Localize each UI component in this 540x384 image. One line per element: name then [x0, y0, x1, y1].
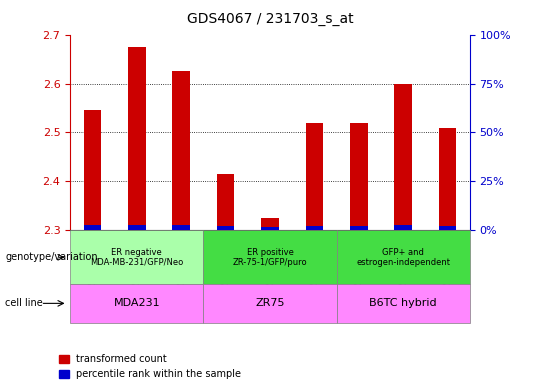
- Bar: [306, 225, 323, 230]
- Text: ER positive
ZR-75-1/GFP/puro: ER positive ZR-75-1/GFP/puro: [233, 248, 307, 267]
- Bar: [438, 127, 456, 230]
- Bar: [172, 225, 190, 230]
- Bar: [217, 225, 234, 230]
- Bar: [128, 47, 146, 230]
- Bar: [394, 225, 412, 230]
- Bar: [261, 218, 279, 230]
- Bar: [306, 123, 323, 230]
- Bar: [172, 71, 190, 230]
- Text: cell line: cell line: [5, 298, 43, 308]
- Bar: [350, 123, 368, 230]
- Bar: [217, 174, 234, 230]
- Bar: [84, 111, 102, 230]
- Text: MDA231: MDA231: [113, 298, 160, 308]
- Bar: [394, 84, 412, 230]
- Bar: [350, 225, 368, 230]
- Text: GDS4067 / 231703_s_at: GDS4067 / 231703_s_at: [187, 12, 353, 25]
- Bar: [128, 225, 146, 230]
- Legend: transformed count, percentile rank within the sample: transformed count, percentile rank withi…: [59, 354, 241, 379]
- Bar: [84, 225, 102, 230]
- Text: B6TC hybrid: B6TC hybrid: [369, 298, 437, 308]
- Bar: [261, 227, 279, 230]
- Text: ER negative
MDA-MB-231/GFP/Neo: ER negative MDA-MB-231/GFP/Neo: [90, 248, 184, 267]
- Text: GFP+ and
estrogen-independent: GFP+ and estrogen-independent: [356, 248, 450, 267]
- Bar: [438, 225, 456, 230]
- Text: ZR75: ZR75: [255, 298, 285, 308]
- Text: genotype/variation: genotype/variation: [5, 252, 98, 262]
